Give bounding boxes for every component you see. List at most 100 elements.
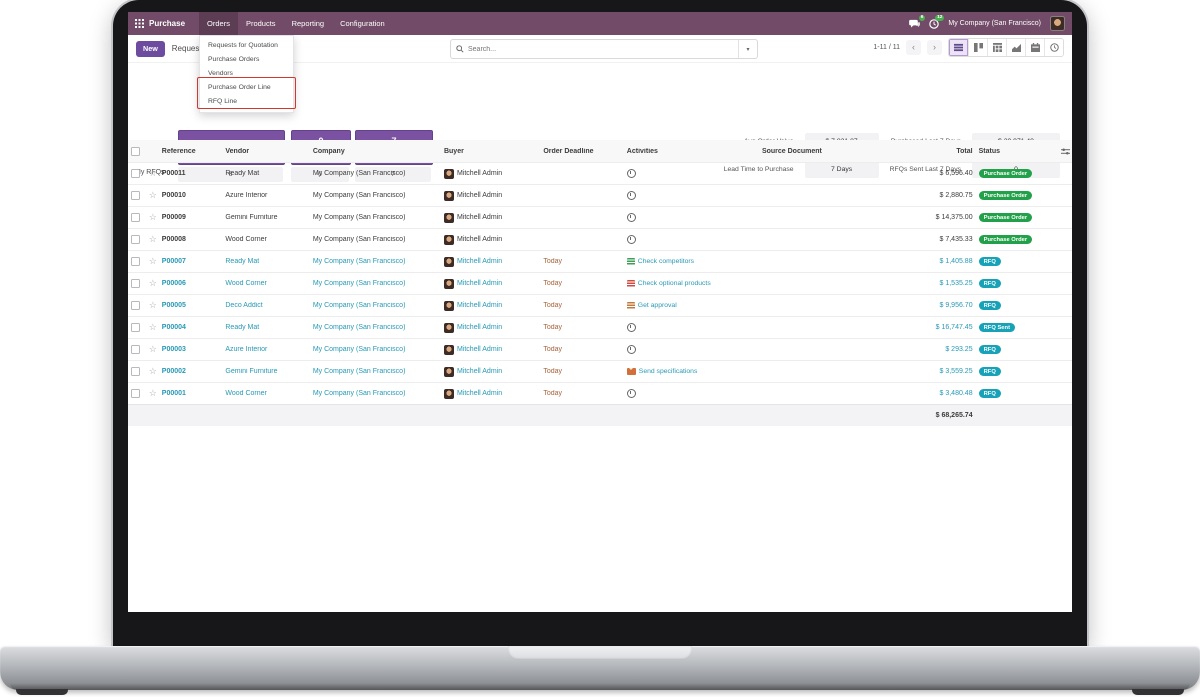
row-vendor[interactable]: Ready Mat bbox=[225, 258, 260, 265]
row-checkbox[interactable] bbox=[131, 191, 141, 200]
row-reference[interactable]: P00002 bbox=[161, 368, 186, 375]
row-vendor[interactable]: Ready Mat bbox=[225, 324, 260, 331]
mail-icon[interactable] bbox=[626, 368, 636, 375]
row-vendor[interactable]: Azure Interior bbox=[225, 346, 268, 353]
row-activity[interactable] bbox=[626, 169, 762, 178]
row-activity[interactable] bbox=[626, 213, 762, 222]
row-company[interactable]: My Company (San Francisco) bbox=[312, 214, 406, 221]
row-buyer[interactable]: Mitchell Admin bbox=[443, 190, 543, 201]
table-row[interactable]: ☆ P00006 Wood Corner My Company (San Fra… bbox=[128, 272, 1072, 294]
column-header-reference[interactable]: Reference bbox=[161, 147, 196, 155]
row-buyer[interactable]: Mitchell Admin bbox=[443, 300, 543, 311]
activities-button[interactable]: 12 bbox=[929, 14, 945, 29]
favorite-star-icon[interactable]: ☆ bbox=[148, 345, 157, 354]
column-header-source-document[interactable]: Source Document bbox=[761, 147, 822, 155]
status-badge[interactable]: RFQ bbox=[978, 278, 1001, 289]
my-rfqs-waiting-value[interactable]: 0 bbox=[291, 167, 349, 182]
column-header-activities[interactable]: Activities bbox=[626, 147, 658, 155]
row-order-deadline[interactable]: Today bbox=[543, 302, 563, 309]
row-buyer[interactable]: Mitchell Admin bbox=[443, 388, 543, 399]
menu-orders[interactable]: Orders bbox=[199, 12, 238, 35]
row-activity[interactable] bbox=[626, 323, 762, 332]
row-checkbox[interactable] bbox=[131, 235, 141, 244]
row-reference[interactable]: P00003 bbox=[161, 346, 186, 353]
messages-button[interactable]: 6 bbox=[909, 14, 926, 29]
row-vendor[interactable]: Wood Corner bbox=[225, 236, 267, 243]
row-activity[interactable]: Check optional products bbox=[626, 280, 762, 287]
row-buyer[interactable]: Mitchell Admin bbox=[443, 212, 543, 223]
status-badge[interactable]: RFQ bbox=[978, 344, 1001, 355]
row-buyer[interactable]: Mitchell Admin bbox=[443, 322, 543, 333]
row-activity[interactable] bbox=[626, 345, 762, 354]
table-row[interactable]: ☆ P00011 Ready Mat My Company (San Franc… bbox=[128, 162, 1072, 184]
row-activity[interactable] bbox=[626, 235, 762, 244]
row-reference[interactable]: P00010 bbox=[161, 192, 186, 199]
row-company[interactable]: My Company (San Francisco) bbox=[312, 302, 406, 309]
favorite-star-icon[interactable]: ☆ bbox=[148, 279, 157, 288]
status-badge[interactable]: Purchase Order bbox=[978, 212, 1033, 223]
row-company[interactable]: My Company (San Francisco) bbox=[312, 280, 406, 287]
row-checkbox[interactable] bbox=[131, 169, 141, 178]
row-checkbox[interactable] bbox=[131, 367, 141, 376]
row-reference[interactable]: P00005 bbox=[161, 302, 186, 309]
row-buyer[interactable]: Mitchell Admin bbox=[443, 278, 543, 289]
column-header-company[interactable]: Company bbox=[312, 147, 345, 155]
menu-products[interactable]: Products bbox=[245, 19, 276, 28]
table-row[interactable]: ☆ P00001 Wood Corner My Company (San Fra… bbox=[128, 382, 1072, 404]
row-activity[interactable]: Send specifications bbox=[626, 368, 762, 375]
row-company[interactable]: My Company (San Francisco) bbox=[312, 258, 406, 265]
row-checkbox[interactable] bbox=[131, 213, 141, 222]
pivot-view-button[interactable] bbox=[987, 39, 1006, 56]
row-order-deadline[interactable]: Today bbox=[543, 324, 563, 331]
search-filters-toggle[interactable]: ▾ bbox=[738, 40, 757, 58]
row-vendor[interactable]: Gemini Furniture bbox=[225, 214, 278, 221]
row-order-deadline[interactable]: Today bbox=[543, 346, 563, 353]
dropdown-item-purchase-orders[interactable]: Purchase Orders bbox=[208, 56, 260, 64]
table-row[interactable]: ☆ P00009 Gemini Furniture My Company (Sa… bbox=[128, 206, 1072, 228]
table-row[interactable]: ☆ P00002 Gemini Furniture My Company (Sa… bbox=[128, 360, 1072, 382]
clock-icon[interactable] bbox=[626, 213, 636, 222]
search-bar[interactable]: ▾ bbox=[450, 39, 758, 59]
status-badge[interactable]: Purchase Order bbox=[978, 190, 1033, 201]
select-all-checkbox[interactable] bbox=[131, 146, 141, 156]
calendar-view-button[interactable] bbox=[1025, 39, 1044, 56]
row-company[interactable]: My Company (San Francisco) bbox=[312, 346, 406, 353]
row-company[interactable]: My Company (San Francisco) bbox=[312, 368, 406, 375]
status-badge[interactable]: RFQ bbox=[978, 256, 1001, 267]
table-row[interactable]: ☆ P00004 Ready Mat My Company (San Franc… bbox=[128, 316, 1072, 338]
clock-icon[interactable] bbox=[626, 345, 636, 354]
list-orange-icon[interactable] bbox=[626, 302, 635, 309]
status-badge[interactable]: Purchase Order bbox=[978, 168, 1033, 179]
optional-columns-button[interactable] bbox=[1058, 147, 1072, 156]
my-rfqs-late-value[interactable]: 7 bbox=[355, 167, 431, 182]
favorite-star-icon[interactable]: ☆ bbox=[148, 367, 157, 376]
row-activity[interactable]: Get approval bbox=[626, 302, 762, 309]
row-reference[interactable]: P00004 bbox=[161, 324, 186, 331]
row-buyer[interactable]: Mitchell Admin bbox=[443, 344, 543, 355]
dropdown-item-purchase-order-line[interactable]: Purchase Order Line bbox=[208, 83, 271, 91]
row-activity[interactable] bbox=[626, 389, 762, 398]
activity-view-button[interactable] bbox=[1044, 39, 1063, 56]
row-vendor[interactable]: Wood Corner bbox=[225, 280, 267, 287]
clock-icon[interactable] bbox=[626, 389, 636, 398]
dropdown-item-rfq-line[interactable]: RFQ Line bbox=[208, 97, 238, 105]
row-order-deadline[interactable]: Today bbox=[543, 390, 563, 397]
pager-previous-button[interactable]: ‹ bbox=[906, 40, 921, 55]
pager-next-button[interactable]: › bbox=[927, 40, 942, 55]
clock-icon[interactable] bbox=[626, 191, 636, 200]
status-badge[interactable]: RFQ bbox=[978, 366, 1001, 377]
menu-reporting[interactable]: Reporting bbox=[291, 19, 325, 28]
table-row[interactable]: ☆ P00005 Deco Addict My Company (San Fra… bbox=[128, 294, 1072, 316]
search-input[interactable] bbox=[464, 45, 738, 53]
activity-label[interactable]: Get approval bbox=[637, 302, 677, 309]
company-name[interactable]: My Company (San Francisco) bbox=[948, 20, 1041, 27]
row-reference[interactable]: P00008 bbox=[161, 236, 186, 243]
row-checkbox[interactable] bbox=[131, 389, 141, 398]
row-vendor[interactable]: Ready Mat bbox=[225, 170, 260, 177]
row-buyer[interactable]: Mitchell Admin bbox=[443, 168, 543, 179]
column-header-total[interactable]: Total bbox=[956, 147, 973, 155]
row-buyer[interactable]: Mitchell Admin bbox=[443, 234, 543, 245]
row-company[interactable]: My Company (San Francisco) bbox=[312, 170, 406, 177]
row-company[interactable]: My Company (San Francisco) bbox=[312, 192, 406, 199]
list-green-icon[interactable] bbox=[626, 258, 635, 265]
